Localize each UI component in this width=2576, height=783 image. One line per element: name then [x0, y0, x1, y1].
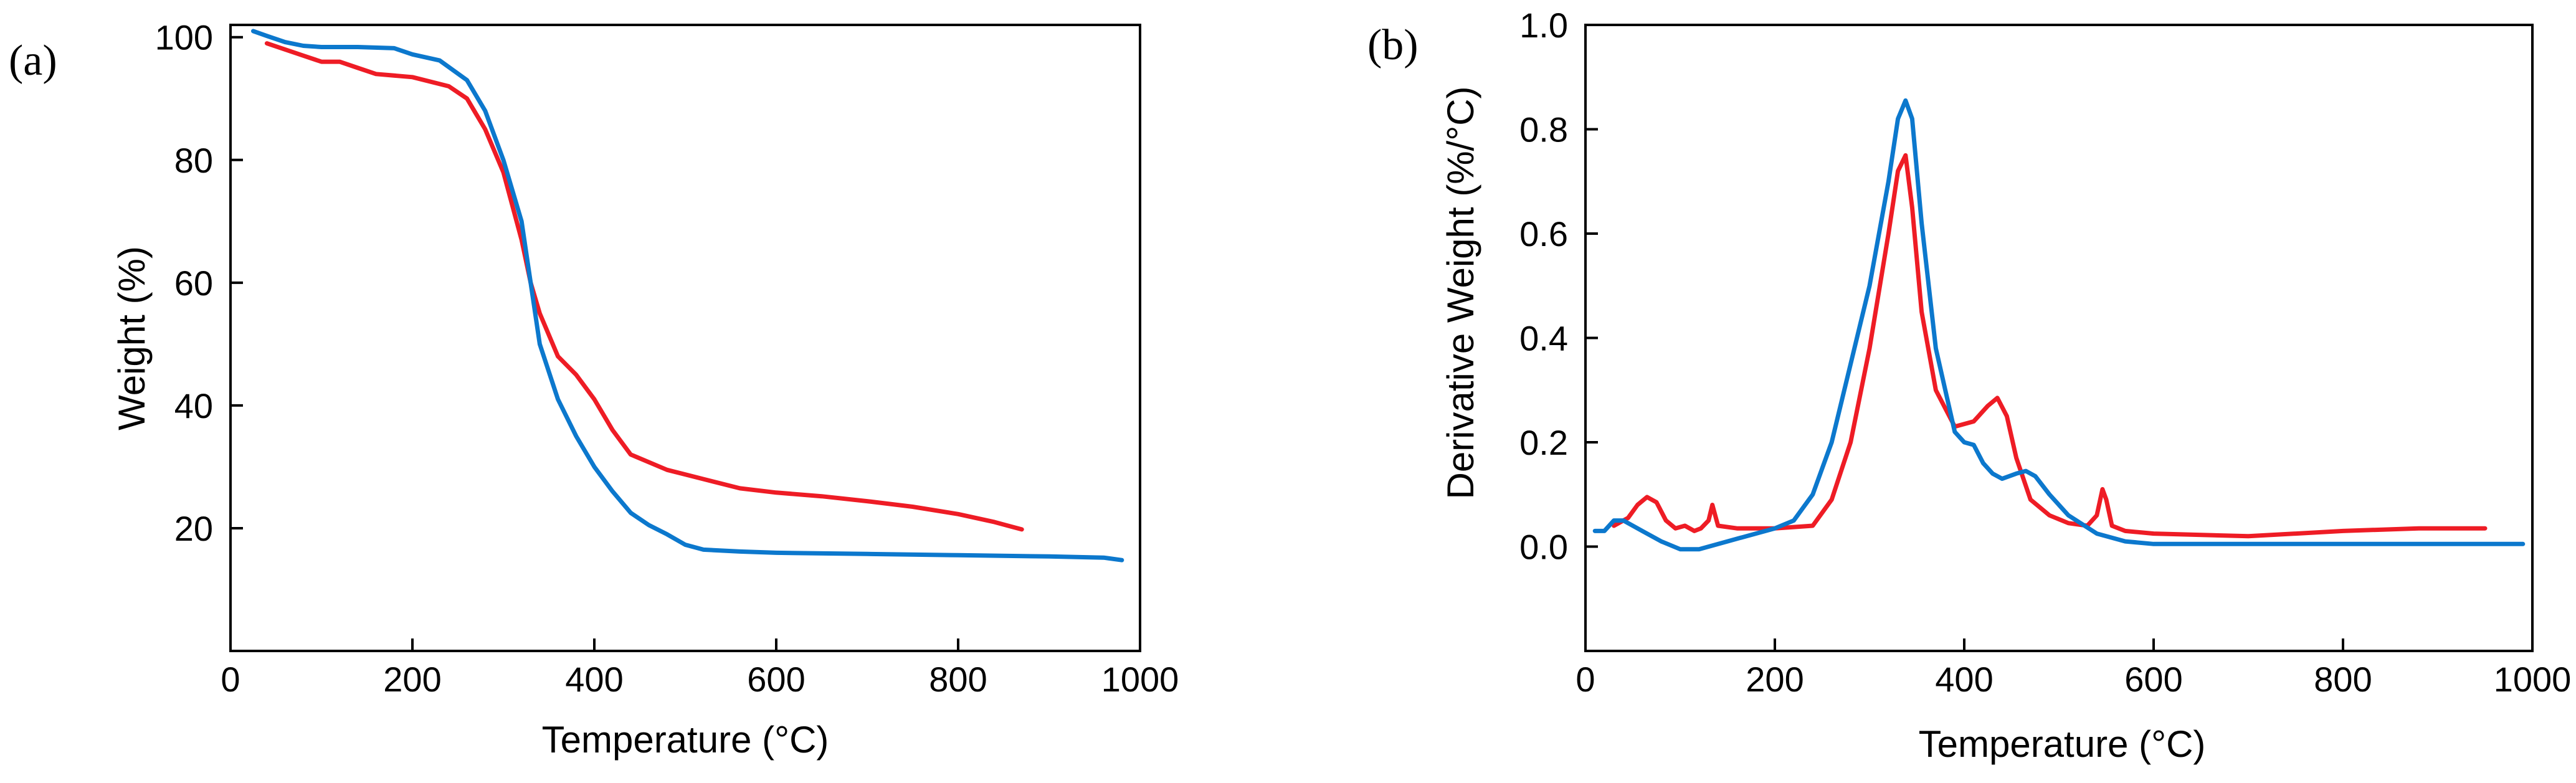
panel-a-y-axis-title: Weight (%)	[111, 246, 153, 430]
panel-a-x-tick-label: 200	[383, 660, 441, 699]
panel-a-frame	[229, 24, 1141, 652]
panel-a-x-axis-title: Temperature (°C)	[542, 719, 829, 761]
panel-a-y-tick-label: 40	[174, 386, 213, 425]
panel-a-y-tick-label: 80	[174, 141, 213, 180]
panel-b-series-red	[1612, 153, 2488, 539]
panel-a-x-tick-label: 800	[929, 660, 987, 699]
panel-b-y-tick-label: 0.0	[1519, 528, 1568, 567]
panel-b-y-tick-label: 1.0	[1519, 6, 1568, 45]
panel-b-frame	[1584, 24, 2534, 652]
panel-a-x-tick-label: 600	[747, 660, 805, 699]
panel-b-x-tick-label: 200	[1746, 660, 1804, 699]
panel-a-y-tick-label: 60	[174, 263, 213, 303]
panel-b-y-tick-label: 0.4	[1519, 319, 1568, 358]
panel-b-y-tick-label: 0.6	[1519, 214, 1568, 254]
panel-b-x-tick-label: 400	[1935, 660, 1993, 699]
panel-b-y-axis-title: Derivative Weight (%/°C)	[1440, 86, 1481, 499]
panel-a-x-tick-label: 0	[221, 660, 240, 699]
panel-b-series-blue	[1592, 98, 2526, 552]
panel-b: (b) 0 200 400 600 800 10000.00.20.40.60.81.0 …	[1367, 6, 2571, 765]
panel-b-y-tick-label: 0.2	[1519, 423, 1568, 462]
panel-a-series-red	[264, 41, 1024, 532]
panel-a-label: (a)	[9, 37, 57, 85]
panel-a-y-tick-label: 20	[174, 509, 213, 548]
panel-a-y-tick-label: 100	[155, 18, 213, 57]
panel-a: (a) 0 200 400 600 800 1000 20 40 60 80 100 Tempera…	[9, 18, 1179, 761]
panel-b-x-tick-label: 600	[2124, 660, 2182, 699]
panel-b-x-axis-title: Temperature (°C)	[1919, 723, 2206, 765]
panel-a-series-blue	[251, 29, 1124, 562]
panel-b-y-tick-label: 0.8	[1519, 110, 1568, 149]
panel-b-label: (b)	[1367, 21, 1419, 69]
panel-b-x-tick-label: 0	[1576, 660, 1595, 699]
panel-b-x-tick-label: 1000	[2494, 660, 2572, 699]
panel-a-x-tick-label: 400	[565, 660, 623, 699]
panel-b-x-tick-label: 800	[2314, 660, 2372, 699]
panel-a-x-tick-label: 1000	[1101, 660, 1179, 699]
